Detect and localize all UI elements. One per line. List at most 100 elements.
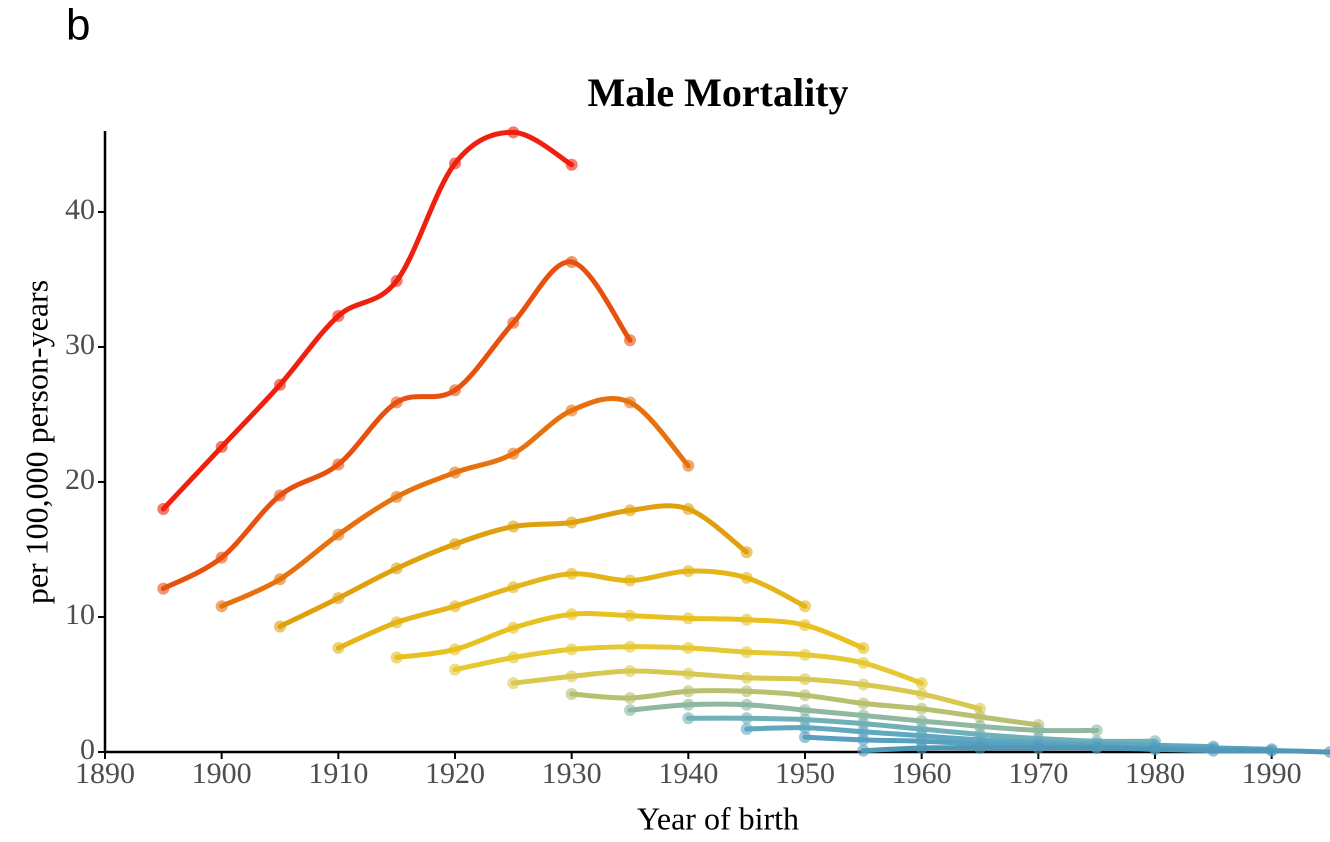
data-point xyxy=(565,567,578,580)
data-point xyxy=(565,255,578,268)
y-tick-label: 0 xyxy=(80,733,95,766)
data-point xyxy=(857,733,870,746)
data-point xyxy=(565,516,578,529)
x-axis-title: Year of birth xyxy=(637,800,799,836)
data-point xyxy=(682,565,695,578)
data-point xyxy=(740,546,753,559)
data-point xyxy=(740,698,753,711)
data-point xyxy=(449,157,461,170)
data-point xyxy=(390,396,403,409)
data-point xyxy=(332,528,345,541)
data-point xyxy=(274,378,286,391)
data-point xyxy=(1090,724,1103,737)
y-tick-label: 30 xyxy=(65,328,95,361)
series-line xyxy=(160,129,575,512)
data-point xyxy=(624,574,636,587)
y-tick-label: 40 xyxy=(65,193,95,226)
data-point xyxy=(215,440,228,453)
data-point xyxy=(565,404,578,417)
data-point xyxy=(624,334,636,347)
chart-title: Male Mortality xyxy=(588,70,849,115)
data-point xyxy=(390,490,403,503)
panel-label: b xyxy=(66,1,90,50)
data-point xyxy=(565,158,578,171)
x-tick-label: 1910 xyxy=(308,757,368,790)
x-tick-label: 1990 xyxy=(1242,757,1302,790)
data-point xyxy=(332,592,345,605)
data-point xyxy=(857,697,870,710)
data-point xyxy=(915,702,928,715)
data-point xyxy=(915,677,928,690)
data-point xyxy=(974,741,986,754)
x-tick-label: 1890 xyxy=(75,757,135,790)
data-point xyxy=(857,678,870,691)
data-point xyxy=(332,642,345,655)
x-tick-label: 1950 xyxy=(775,757,835,790)
data-point xyxy=(624,640,636,653)
data-point xyxy=(449,600,461,613)
data-point xyxy=(507,581,520,594)
data-point xyxy=(857,744,870,757)
data-point xyxy=(624,704,636,717)
data-point xyxy=(799,600,811,613)
data-point xyxy=(682,459,695,472)
data-point xyxy=(682,698,695,711)
data-point xyxy=(799,689,811,702)
data-point xyxy=(1207,744,1220,757)
data-point xyxy=(915,741,928,754)
x-tick-label: 1960 xyxy=(892,757,952,790)
data-point xyxy=(740,685,753,698)
x-tick-label: 1940 xyxy=(658,757,718,790)
data-point xyxy=(624,609,636,622)
data-point xyxy=(449,384,461,397)
data-point xyxy=(799,648,811,661)
data-point xyxy=(507,651,520,664)
data-point xyxy=(682,712,695,725)
data-point xyxy=(740,613,753,626)
data-point xyxy=(799,704,811,717)
data-point xyxy=(390,651,403,664)
data-point xyxy=(740,646,753,659)
data-point xyxy=(740,571,753,584)
data-point xyxy=(740,712,753,725)
data-point xyxy=(274,620,286,633)
data-point xyxy=(449,538,461,551)
data-point xyxy=(565,608,578,621)
data-point xyxy=(682,642,695,655)
data-point xyxy=(390,616,403,629)
data-point xyxy=(274,489,286,502)
data-point xyxy=(507,677,520,690)
data-point xyxy=(799,721,811,734)
data-point xyxy=(974,710,986,723)
data-point xyxy=(682,685,695,698)
x-tick-label: 1900 xyxy=(192,757,252,790)
data-point xyxy=(507,316,520,329)
data-point xyxy=(332,309,345,322)
data-point xyxy=(449,466,461,479)
data-point xyxy=(740,671,753,684)
data-point xyxy=(740,723,753,736)
data-point xyxy=(507,621,520,634)
data-point xyxy=(332,458,345,471)
data-point xyxy=(682,612,695,625)
data-point xyxy=(1090,741,1103,754)
x-tick-label: 1920 xyxy=(425,757,485,790)
data-point xyxy=(507,447,520,460)
data-point xyxy=(215,551,228,564)
data-point xyxy=(682,503,695,515)
data-point xyxy=(1149,743,1161,756)
data-point xyxy=(682,667,695,680)
data-point xyxy=(565,643,578,656)
data-point xyxy=(624,396,636,409)
y-tick-label: 20 xyxy=(65,463,95,496)
data-point xyxy=(624,665,636,677)
data-point xyxy=(624,504,636,517)
x-tick-label: 1930 xyxy=(542,757,602,790)
y-tick-label: 10 xyxy=(65,598,95,631)
data-point xyxy=(624,692,636,704)
data-point xyxy=(565,687,578,700)
data-point xyxy=(449,643,461,656)
series-line xyxy=(219,395,691,609)
data-point xyxy=(157,582,170,595)
